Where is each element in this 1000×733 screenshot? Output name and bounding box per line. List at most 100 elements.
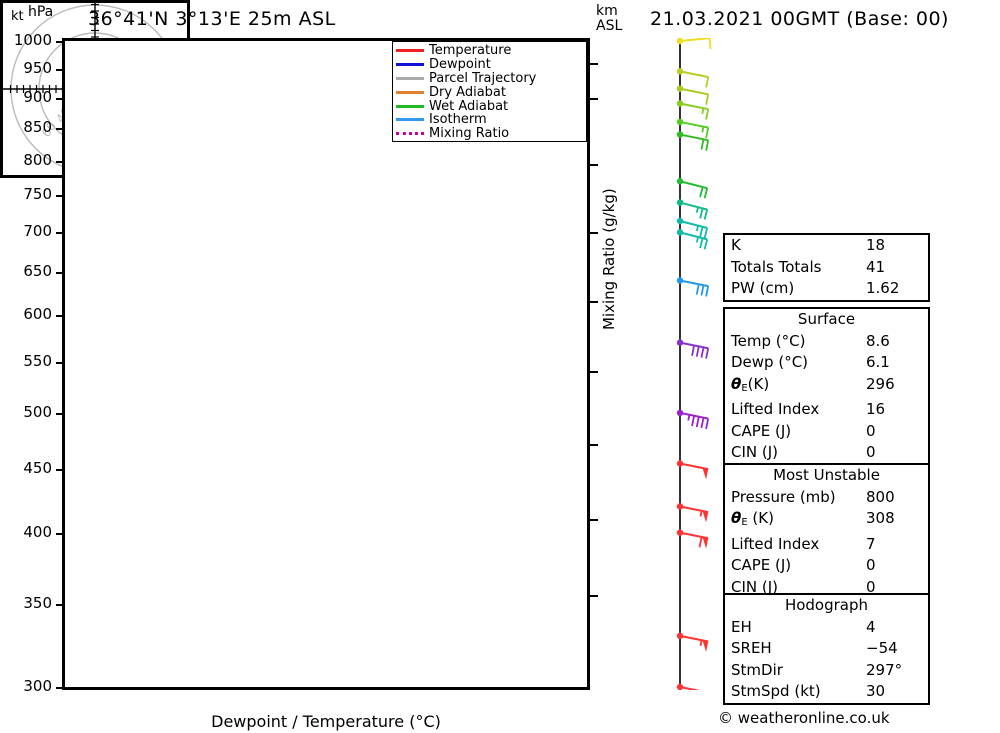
stat-value: 18: [866, 236, 886, 254]
wind-barb: [676, 37, 712, 50]
stat-row: Lifted Index 16: [725, 399, 928, 421]
pressure-tick: [56, 604, 63, 607]
legend-item-isotherm: Isotherm: [396, 113, 583, 127]
stat-value: 0: [866, 443, 876, 461]
stat-value: 16: [866, 400, 886, 418]
height-unit-line1: km: [596, 3, 618, 19]
stat-key: Pressure (mb): [731, 487, 836, 506]
pressure-tick: [56, 41, 63, 43]
wind-barb: [676, 339, 710, 359]
mixing-ratio-axis-title: Mixing Ratio (g/kg): [600, 188, 618, 330]
stat-key: CIN (J): [731, 443, 779, 461]
stat-value: 0: [866, 556, 876, 574]
pressure-tick-label: 900: [23, 87, 52, 106]
pressure-tick-label: 550: [23, 351, 52, 370]
legend-item-parcel-trajectory: Parcel Trajectory: [396, 72, 583, 86]
stat-value: 30: [866, 682, 886, 700]
panel-header: Most Unstable: [773, 466, 880, 484]
height-tick: [590, 300, 598, 303]
pressure-tick-label: 750: [23, 185, 52, 204]
stat-value: 308: [866, 509, 895, 527]
legend-swatch-mixing-ratio: [396, 132, 424, 136]
height-tick: [590, 444, 598, 447]
pressure-tick: [56, 412, 63, 415]
wind-barb-column: [620, 37, 715, 703]
stat-key: θE(K): [731, 374, 770, 394]
pressure-tick: [56, 315, 63, 318]
skewt-plot-frame: [62, 38, 590, 690]
stat-row: StmDir 297°: [725, 660, 928, 682]
stat-row: θE (K) 308: [725, 508, 928, 534]
stat-row: Totals Totals 41: [725, 257, 928, 279]
lcl-tick: [590, 62, 598, 65]
pressure-tick-label: 500: [23, 402, 52, 421]
wind-barb: [676, 529, 709, 549]
wind-barb: [676, 229, 709, 250]
stat-row: PW (cm) 1.62: [725, 278, 928, 300]
stat-key: Dewp (°C): [731, 353, 809, 371]
pressure-tick-label: 700: [23, 222, 52, 241]
stat-value: 6.1: [866, 353, 890, 371]
stat-row: Dewp (°C) 6.1: [725, 352, 928, 374]
stat-row: StmSpd (kt) 30: [725, 681, 928, 703]
stat-key: θE (K): [731, 509, 774, 528]
hodograph-unit-label: kt: [11, 9, 24, 24]
stat-value: 0: [866, 421, 876, 440]
height-tick: [590, 371, 598, 374]
pressure-tick-label: 400: [23, 522, 52, 541]
legend-item-dewpoint: Dewpoint: [396, 58, 583, 72]
legend-label: Temperature: [429, 43, 512, 59]
stat-key: Temp (°C): [731, 331, 806, 350]
stat-key: Lifted Index: [731, 400, 820, 418]
pressure-tick: [56, 160, 63, 163]
pressure-tick-label: 950: [23, 58, 52, 77]
stat-key: CAPE (J): [731, 421, 792, 440]
stat-key: StmSpd (kt): [731, 682, 821, 700]
legend-label: Parcel Trajectory: [429, 70, 537, 86]
pressure-tick: [56, 687, 63, 689]
stat-row: CAPE (J) 0: [725, 421, 928, 443]
stat-key: StmDir: [731, 660, 783, 679]
x-axis-title: Dewpoint / Temperature (°C): [211, 712, 441, 731]
height-tick: [590, 518, 598, 521]
pressure-unit-label: hPa: [28, 4, 54, 20]
wind-barb: [676, 503, 709, 523]
wind-barb: [676, 118, 710, 139]
legend-item-temperature: Temperature: [396, 44, 583, 58]
stat-row: Lifted Index 7: [725, 534, 928, 556]
stat-key: K: [731, 236, 741, 254]
legend-swatch-temperature: [396, 49, 424, 53]
height-tick: [590, 164, 598, 167]
legend-swatch-dewpoint: [396, 63, 424, 67]
stat-row: CIN (J) 0: [725, 442, 928, 464]
legend-label: Dry Adiabat: [429, 84, 506, 100]
wind-barb: [676, 199, 709, 220]
pressure-tick-label: 450: [23, 459, 52, 478]
legend: Temperature Dewpoint Parcel Trajectory Dry …: [392, 41, 587, 142]
stat-value: 7: [866, 534, 876, 553]
stat-key: Lifted Index: [731, 534, 820, 553]
pressure-tick-label: 350: [23, 594, 52, 613]
stat-value: 41: [866, 257, 886, 276]
legend-swatch-dry-adiabat: [396, 90, 424, 94]
wind-barb: [676, 632, 709, 652]
wind-barb: [676, 68, 710, 88]
stat-row: Temp (°C) 8.6: [725, 331, 928, 353]
legend-label: Isotherm: [429, 112, 487, 128]
pressure-tick: [56, 469, 63, 472]
pressure-tick-label: 600: [23, 305, 52, 324]
panel-hodograph-stats: Hodograph EH 4 SREH −54 StmDir 297° StmSpd (kt)…: [723, 593, 930, 705]
stat-row: Pressure (mb) 800: [725, 487, 928, 509]
panel-surface: Surface Temp (°C) 8.6 Dewp (°C) 6.1 θE(K) 296 L…: [723, 307, 930, 466]
wind-barb: [676, 217, 709, 239]
stat-row: CIN (J) 0: [725, 577, 928, 599]
panel-indices: K 18 Totals Totals 41 PW (cm) 1.62: [723, 233, 930, 302]
stat-value: 4: [866, 617, 876, 636]
wind-barb: [676, 131, 710, 151]
height-tick: [590, 98, 598, 101]
stat-key: CIN (J): [731, 577, 779, 596]
pressure-tick: [56, 232, 63, 235]
wind-barb: [676, 409, 710, 430]
stat-row: SREH −54: [725, 638, 928, 660]
height-tick: [590, 595, 598, 598]
